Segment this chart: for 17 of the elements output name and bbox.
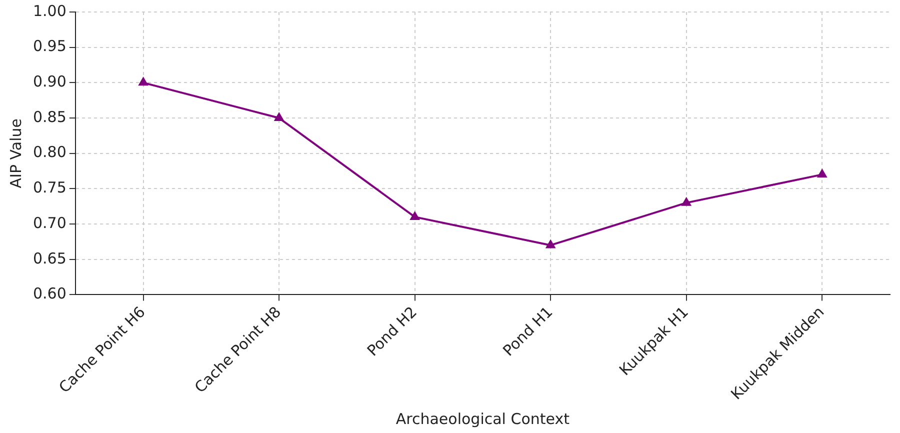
point — [546, 240, 556, 248]
y-tick-label: 0.95 — [32, 37, 66, 56]
point — [138, 78, 148, 86]
point — [682, 198, 691, 206]
y-axis-title: AIP Value — [6, 118, 25, 188]
point — [274, 113, 284, 122]
y-tick-label: 0.80 — [32, 143, 66, 162]
y-tick-label: 0.65 — [32, 249, 66, 268]
point — [410, 212, 420, 220]
y-tick-label: 0.90 — [32, 72, 66, 91]
y-tick-label: 0.85 — [32, 108, 66, 126]
y-tick-label: 0.60 — [32, 284, 66, 303]
y-tick-label: 0.70 — [32, 214, 66, 232]
point — [818, 170, 827, 178]
y-tick-label: 0.75 — [32, 178, 66, 197]
x-axis-title: Archaeological Context — [396, 410, 570, 428]
y-tick-label: 1.00 — [32, 2, 66, 20]
